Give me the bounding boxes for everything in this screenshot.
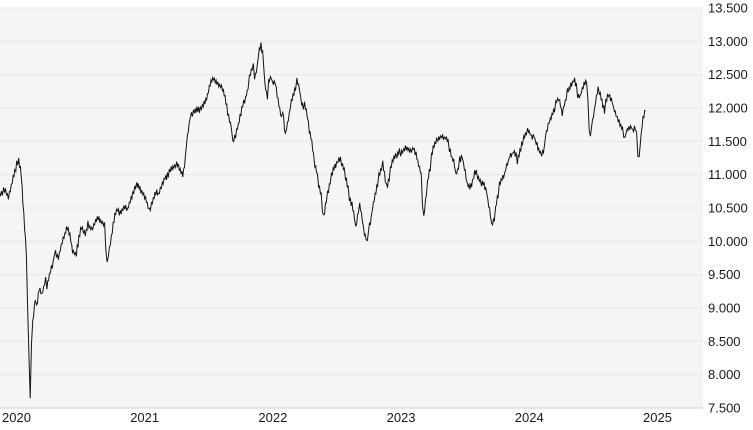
price-line [0, 42, 646, 399]
y-tick-label: 13.000 [708, 34, 748, 49]
y-tick-label: 8.000 [708, 367, 741, 382]
y-tick-label: 10.000 [708, 234, 748, 249]
y-tick-label: 11.500 [708, 134, 747, 149]
x-tick-label: 2020 [2, 410, 31, 425]
y-tick-label: 7.500 [708, 401, 741, 416]
x-tick-label: 2025 [643, 410, 672, 425]
x-tick-label: 2022 [258, 410, 287, 425]
x-tick-label: 2023 [387, 410, 416, 425]
x-tick-label: 2024 [515, 410, 544, 425]
y-tick-label: 12.500 [708, 67, 748, 82]
y-tick-label: 11.000 [708, 167, 747, 182]
y-tick-label: 10.500 [708, 201, 748, 216]
y-tick-label: 9.500 [708, 267, 741, 282]
y-tick-label: 12.000 [708, 101, 748, 116]
y-tick-label: 13.500 [708, 1, 748, 16]
y-tick-label: 8.500 [708, 334, 741, 349]
y-tick-label: 9.000 [708, 301, 741, 316]
x-tick-label: 2021 [130, 410, 159, 425]
